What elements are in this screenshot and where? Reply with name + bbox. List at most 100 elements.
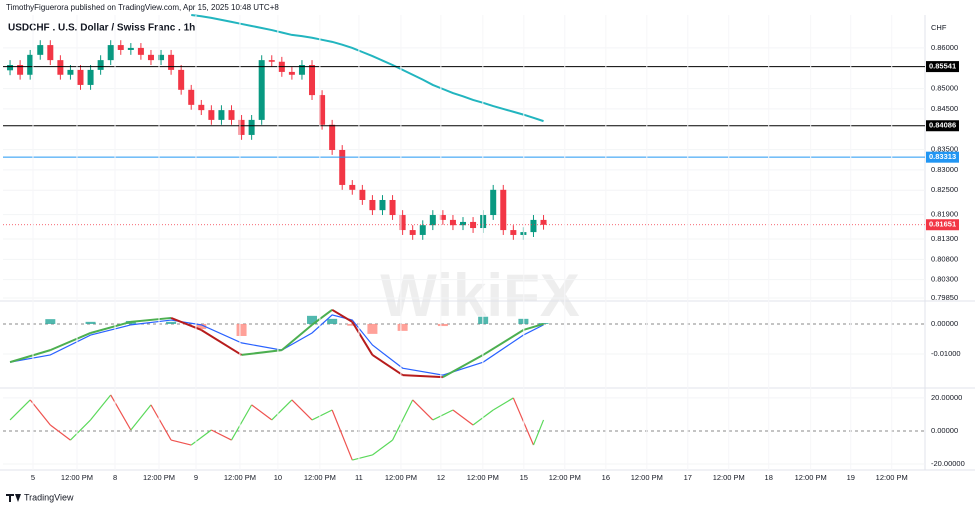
y-tick-label: 0.81300: [931, 234, 958, 243]
y-tick-label: 0.84500: [931, 104, 958, 113]
candle-body: [17, 65, 24, 75]
candle-body: [147, 54, 154, 61]
macd-line: [241, 349, 282, 356]
y-tick-label: 0.80300: [931, 275, 958, 284]
candle-body: [218, 110, 225, 120]
oscillator-line: [392, 399, 414, 441]
oscillator-line: [110, 394, 132, 431]
candle-body: [439, 215, 446, 220]
oscillator-line: [311, 409, 333, 421]
x-tick-label: 18: [765, 473, 773, 482]
oscillator-line: [452, 409, 474, 426]
candle-body: [37, 45, 44, 55]
candle-body: [540, 219, 547, 225]
candle-body: [27, 54, 34, 75]
candle-body: [7, 65, 14, 71]
macd-line: [523, 322, 544, 331]
candle-body: [409, 230, 416, 235]
histogram-bar: [327, 318, 338, 324]
candle-body: [168, 54, 175, 70]
oscillator-line: [271, 399, 293, 421]
oscillator-line: [170, 439, 192, 446]
oscillator-line: [9, 399, 31, 421]
candle-body: [319, 95, 326, 125]
oscillator-line: [190, 429, 212, 446]
candle-body: [97, 60, 104, 70]
price-label: 0.84086: [929, 121, 956, 130]
macd-line: [482, 329, 524, 356]
y-tick-label: 0.82500: [931, 185, 958, 194]
candle-body: [510, 230, 517, 235]
chart-title: USDCHF . U.S. Dollar / Swiss Franc . 1h: [8, 23, 195, 34]
macd-line: [351, 321, 374, 356]
candle-body: [349, 184, 356, 190]
oscillator-line: [70, 419, 91, 441]
y-tick-label: 20.00000: [931, 393, 962, 402]
x-tick-label: 12:00 PM: [224, 473, 256, 482]
candle-body: [67, 69, 74, 75]
oscillator-line: [291, 399, 313, 421]
brand: TradingView: [24, 492, 74, 502]
macd-line: [331, 308, 353, 323]
histogram-bar: [307, 315, 318, 324]
candle-body: [288, 71, 295, 75]
macd-line: [49, 332, 91, 352]
y-tick-label: 0.83500: [931, 145, 958, 154]
oscillator-line: [29, 399, 51, 426]
y-tick-label: 0.83000: [931, 165, 958, 174]
y-tick-label: -20.00000: [931, 459, 965, 468]
y-tick-label: -0.01000: [931, 349, 961, 358]
x-tick-label: 12:00 PM: [61, 473, 93, 482]
candle-body: [490, 189, 497, 216]
candle-body: [470, 221, 477, 229]
x-tick-label: 12:00 PM: [713, 473, 745, 482]
x-tick-label: 12: [437, 473, 445, 482]
price-label: 0.83313: [929, 152, 956, 161]
oscillator-line: [90, 394, 112, 421]
histogram-bar: [236, 323, 247, 336]
macd-line: [90, 320, 132, 334]
candle-body: [228, 110, 235, 120]
candle-body: [77, 69, 84, 85]
candle-body: [47, 45, 54, 61]
histogram-bar: [45, 319, 56, 324]
x-tick-label: 12:00 PM: [876, 473, 908, 482]
histogram-bar: [166, 321, 177, 324]
macd-line: [130, 316, 172, 323]
macd-line: [402, 374, 443, 379]
oscillator-line: [230, 404, 253, 441]
x-tick-label: 5: [31, 473, 35, 482]
oscillator-line: [49, 424, 71, 441]
candle-body: [389, 199, 396, 216]
oscillator-line: [532, 419, 545, 446]
oscillator-line: [130, 404, 152, 431]
oscillator-line: [211, 429, 232, 441]
x-tick-label: 15: [520, 473, 528, 482]
x-tick-label: 12:00 PM: [549, 473, 581, 482]
macd-line: [200, 329, 243, 356]
x-tick-label: 9: [194, 473, 198, 482]
macd-line: [442, 354, 484, 379]
x-tick-label: 17: [684, 473, 692, 482]
candle-body: [248, 119, 255, 135]
candle-body: [309, 65, 316, 96]
candle-body: [158, 54, 165, 61]
publisher: TimothyFiguerora published on TradingVie…: [6, 3, 279, 12]
histogram-bar: [85, 321, 96, 324]
x-tick-label: 16: [602, 473, 610, 482]
x-tick-label: 12:00 PM: [467, 473, 499, 482]
histogram-bar: [367, 323, 378, 334]
oscillator-line: [372, 439, 393, 456]
y-tick-label: 0.86000: [931, 43, 958, 52]
candle-body: [208, 110, 215, 120]
x-tick-label: 12:00 PM: [304, 473, 336, 482]
price-label-box: [926, 219, 959, 231]
candle-body: [449, 219, 456, 226]
oscillator-line: [352, 454, 373, 461]
candle-body: [268, 60, 275, 62]
y-tick-label: 0.81900: [931, 210, 958, 219]
candle-body: [460, 221, 467, 226]
macd-line: [9, 349, 51, 364]
histogram-bar: [437, 323, 448, 327]
